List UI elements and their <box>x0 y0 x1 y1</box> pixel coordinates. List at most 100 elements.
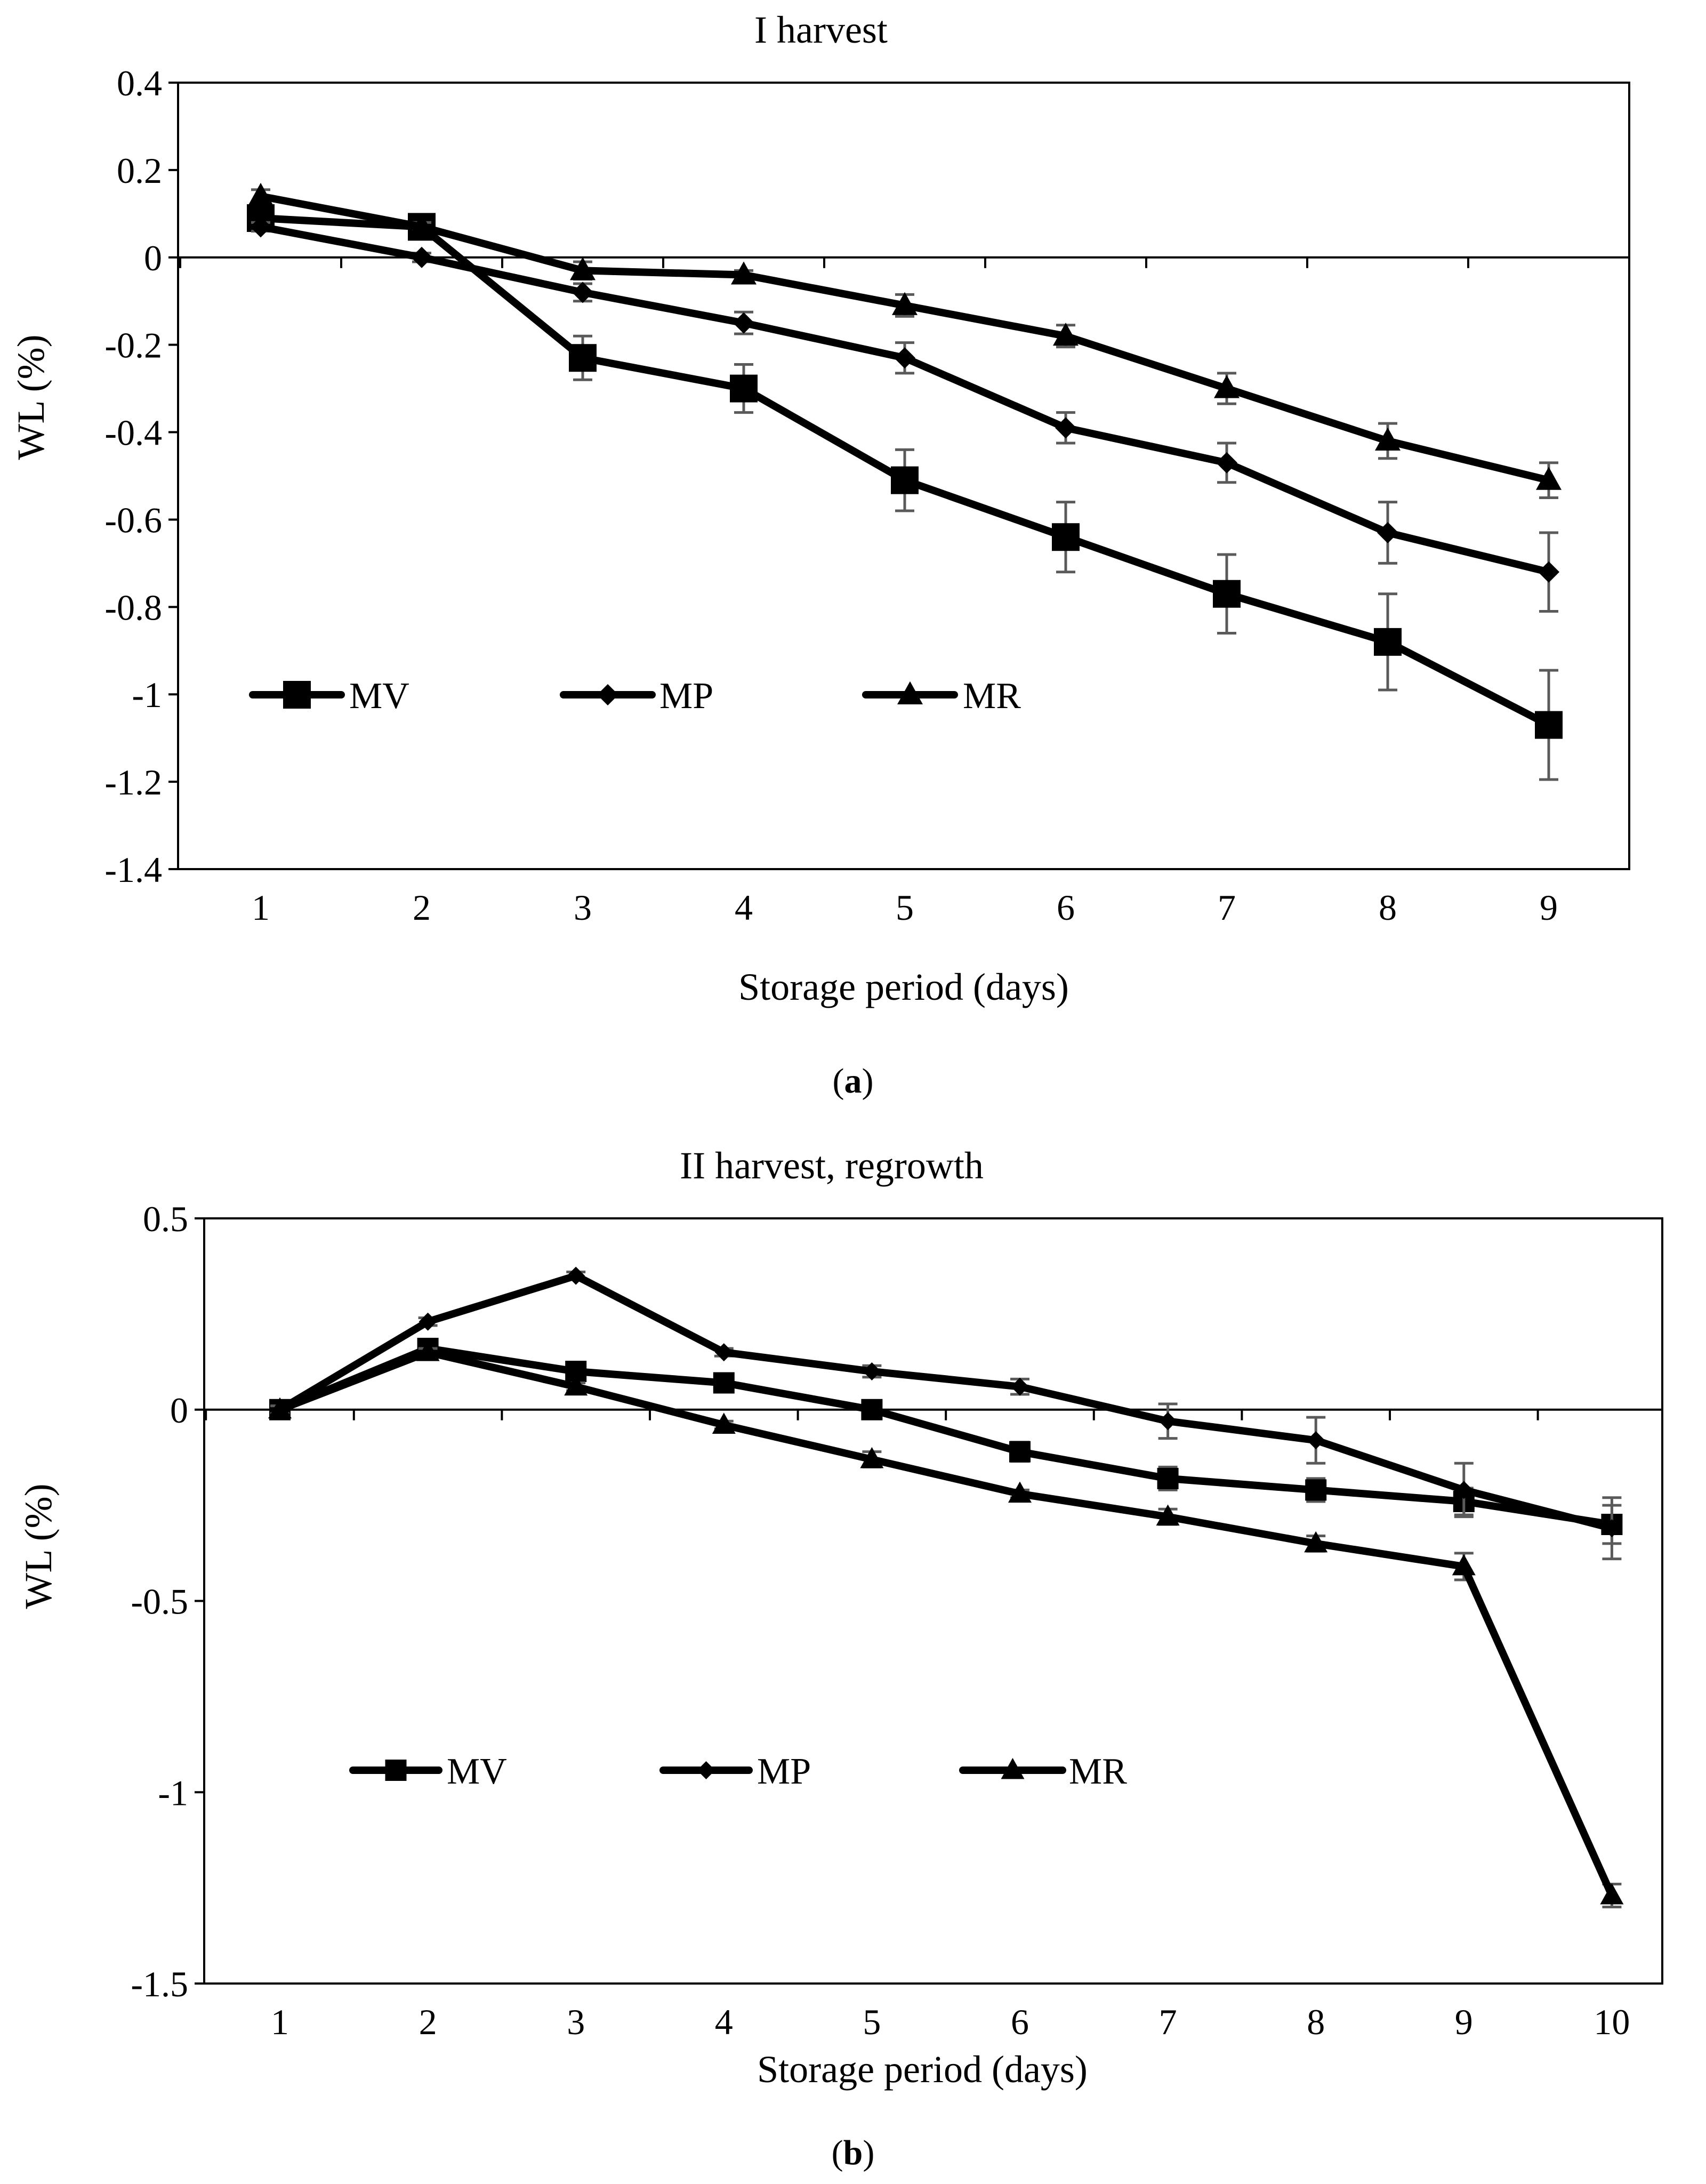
chart-a-y-label: WL (%) <box>10 334 52 460</box>
chart-a-mp-point <box>1538 561 1559 583</box>
chart-a-mp-point <box>1055 417 1076 439</box>
chart-b-x-tick-label: 9 <box>1455 2002 1473 2042</box>
chart-b-mr-point <box>416 1340 440 1361</box>
chart-b-mr-line <box>276 1348 1616 1899</box>
chart-b-y-label: WL (%) <box>17 1483 60 1609</box>
chart-a-mr-point <box>1053 323 1079 346</box>
chart-a-y-tick-label: -1.2 <box>104 762 162 802</box>
chart-b-mp-point <box>863 1362 881 1380</box>
chart-b-mr-point <box>860 1447 884 1468</box>
chart-a-mv-point <box>1052 523 1080 551</box>
chart-a-mp-point <box>1377 522 1398 544</box>
chart-a-mp-point <box>1216 452 1237 473</box>
caption-a-letter: a <box>844 1062 862 1101</box>
chart-a-y-tick-label: 0.2 <box>117 150 162 191</box>
chart-a-mr-line <box>257 192 1552 484</box>
chart-b-x-tick-label: 4 <box>715 2002 733 2042</box>
chart-a-y-tick-label: -0.8 <box>104 587 162 628</box>
chart-a-x-tick-label: 3 <box>574 887 592 928</box>
chart-a-series <box>247 182 1563 781</box>
chart-b-plot-area <box>203 1217 1663 1985</box>
chart-a-mr-point <box>248 182 273 206</box>
chart-a-mr-point <box>731 261 757 285</box>
chart-a-legend-marker-mr <box>897 681 923 704</box>
chart-b-mv-point <box>1305 1479 1327 1501</box>
chart-b-y-tick-label: -1.5 <box>131 1964 188 2004</box>
chart-b-legend-item-mv: MV <box>349 1751 507 1792</box>
chart-a-mp-point <box>250 216 271 238</box>
chart-b-legend: MV MP MR <box>349 1751 1127 1792</box>
chart-a-x-tick-label: 9 <box>1540 887 1558 928</box>
chart-b-x-tick-label: 10 <box>1594 2002 1630 2042</box>
chart-panel-b: II harvest, regrowth 0.5 0 -0.5 -1 -1.5 1 2 3 4… <box>17 1144 1663 2091</box>
chart-b-mp-point <box>567 1266 585 1285</box>
chart-b-y-tick-label: 0.5 <box>143 1199 188 1239</box>
chart-b-x-tick-label: 3 <box>567 2002 585 2042</box>
chart-a-mr-point <box>409 213 434 237</box>
chart-b-mv-point <box>1157 1467 1179 1489</box>
chart-b-x-tick-label: 8 <box>1307 2002 1325 2042</box>
chart-a-title: I harvest <box>754 9 888 51</box>
chart-b-y-ticks: 0.5 0 -0.5 -1 -1.5 <box>131 1199 1662 2004</box>
caption-b: (b) <box>0 2133 1706 2173</box>
chart-a-mp-point <box>894 347 915 369</box>
chart-a-legend-label-mv: MV <box>349 676 409 717</box>
chart-b-series <box>268 1266 1624 1908</box>
chart-a-x-ticks: 1 2 3 4 5 6 7 8 9 <box>179 257 1630 928</box>
chart-b-mr-point <box>1156 1504 1180 1526</box>
chart-b-mp-point <box>1011 1377 1029 1396</box>
chart-b-legend-marker-mv <box>385 1760 407 1781</box>
chart-a-mp-point <box>411 246 432 268</box>
chart-b-mp-line <box>276 1272 1616 1532</box>
chart-b-legend-item-mr: MR <box>959 1751 1127 1792</box>
chart-b-legend-label-mp: MP <box>757 1751 811 1792</box>
chart-b-y-tick-label: 0 <box>170 1390 188 1431</box>
chart-a-legend-marker-mv <box>283 681 311 709</box>
chart-a-y-tick-label: -0.2 <box>104 325 162 366</box>
chart-a-mr-point <box>1214 375 1240 398</box>
chart-b-x-tick-label: 5 <box>863 2002 881 2042</box>
chart-b-mr-point <box>1008 1481 1032 1503</box>
chart-b-legend-label-mr: MR <box>1069 1751 1127 1792</box>
chart-b-legend-label-mv: MV <box>447 1751 507 1792</box>
chart-b-mv-point <box>713 1372 735 1394</box>
chart-a-legend-item-mv: MV <box>249 676 409 717</box>
chart-a-y-tick-label: -0.4 <box>104 413 162 453</box>
chart-b-title: II harvest, regrowth <box>680 1144 984 1187</box>
chart-b-x-tick-label: 1 <box>271 2002 289 2042</box>
caption-b-close: ) <box>863 2133 875 2172</box>
chart-a-legend-label-mr: MR <box>963 676 1021 717</box>
chart-b-x-tick-label: 2 <box>419 2002 437 2042</box>
chart-b-legend-marker-mr <box>1001 1757 1025 1779</box>
chart-b-mp-point <box>1603 1519 1621 1538</box>
chart-a-legend-item-mr: MR <box>862 676 1021 717</box>
chart-a-y-tick-label: -1.4 <box>104 849 162 890</box>
chart-b-x-ticks: 1 2 3 4 5 6 7 8 9 10 <box>205 1409 1630 2042</box>
chart-b-mv-point <box>861 1399 883 1420</box>
chart-a-y-tick-label: 0 <box>144 238 162 278</box>
chart-a-mv-point <box>1213 580 1241 608</box>
chart-a-plot-area <box>177 82 1630 870</box>
chart-a-mr-point <box>1536 467 1562 490</box>
chart-b-mr-point <box>1600 1883 1624 1905</box>
chart-b-mp-point <box>1307 1431 1325 1450</box>
chart-b-mr-point <box>564 1374 588 1396</box>
chart-a-mv-point <box>1535 711 1563 739</box>
chart-b-mp-point <box>1454 1481 1473 1499</box>
chart-a-y-tick-label: 0.4 <box>117 63 162 103</box>
chart-a-mp-point <box>733 312 754 334</box>
chart-b-mr-point <box>1452 1554 1476 1576</box>
chart-b-mp-point <box>1158 1412 1177 1431</box>
chart-b-legend-item-mp: MP <box>659 1751 811 1792</box>
chart-a-mv-point <box>569 344 597 372</box>
chart-a-legend-item-mp: MP <box>560 676 713 717</box>
caption-b-letter: b <box>843 2133 863 2172</box>
chart-b-x-tick-label: 7 <box>1159 2002 1177 2042</box>
chart-b-mr-point <box>712 1412 736 1434</box>
chart-a-x-tick-label: 1 <box>252 887 270 928</box>
chart-a-x-label: Storage period (days) <box>738 966 1069 1008</box>
chart-b-x-label: Storage period (days) <box>757 2048 1088 2091</box>
chart-a-x-tick-label: 7 <box>1218 887 1236 928</box>
chart-b-x-tick-label: 6 <box>1011 2002 1029 2042</box>
